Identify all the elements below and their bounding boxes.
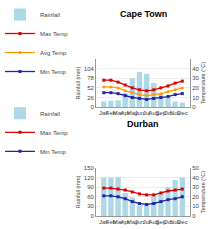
svg-text:Rainfall (mm): Rainfall (mm) xyxy=(75,175,81,208)
svg-text:Oct: Oct xyxy=(163,110,173,116)
svg-text:Max Temp: Max Temp xyxy=(40,31,68,37)
svg-text:Aug: Aug xyxy=(148,110,159,116)
svg-text:Jul: Jul xyxy=(143,219,151,225)
svg-text:Nov: Nov xyxy=(170,219,181,225)
svg-text:50: 50 xyxy=(192,165,199,171)
svg-text:0: 0 xyxy=(91,104,95,110)
svg-text:104: 104 xyxy=(84,66,95,72)
svg-text:Max Temp: Max Temp xyxy=(40,130,68,136)
svg-text:120: 120 xyxy=(84,175,95,181)
svg-text:Sep: Sep xyxy=(156,110,167,116)
svg-text:90: 90 xyxy=(87,184,94,190)
svg-text:Mar: Mar xyxy=(113,219,123,225)
svg-text:20: 20 xyxy=(192,194,199,200)
svg-text:Sep: Sep xyxy=(156,219,167,225)
svg-text:0: 0 xyxy=(192,213,196,219)
svg-text:40: 40 xyxy=(192,175,199,181)
svg-text:30: 30 xyxy=(192,75,199,81)
svg-text:40: 40 xyxy=(192,66,199,72)
svg-text:150: 150 xyxy=(84,165,95,171)
svg-text:Jun: Jun xyxy=(135,219,145,225)
svg-text:Nov: Nov xyxy=(170,110,181,116)
svg-text:Min Temp: Min Temp xyxy=(40,149,67,155)
svg-text:Rainfall: Rainfall xyxy=(40,12,60,18)
svg-text:Jun: Jun xyxy=(135,110,145,116)
svg-text:Oct: Oct xyxy=(163,219,173,225)
svg-text:Jan: Jan xyxy=(99,110,109,116)
svg-text:Temperature (°C): Temperature (°C) xyxy=(200,171,206,213)
svg-text:Dec: Dec xyxy=(177,110,188,116)
svg-text:Aug: Aug xyxy=(148,219,159,225)
svg-text:Jan: Jan xyxy=(99,219,109,225)
svg-text:Min Temp: Min Temp xyxy=(40,69,67,75)
svg-text:Rainfall (mm): Rainfall (mm) xyxy=(75,67,81,100)
svg-text:Mar: Mar xyxy=(113,110,123,116)
svg-text:Apr: Apr xyxy=(121,219,130,225)
svg-text:Rainfall: Rainfall xyxy=(40,111,60,117)
svg-text:Jul: Jul xyxy=(143,110,151,116)
svg-text:Feb: Feb xyxy=(106,219,117,225)
svg-text:20: 20 xyxy=(192,85,199,91)
svg-text:30: 30 xyxy=(192,184,199,190)
svg-text:Temperature (°C): Temperature (°C) xyxy=(200,62,206,104)
svg-text:52: 52 xyxy=(87,85,94,91)
svg-text:Durban: Durban xyxy=(127,119,159,129)
svg-text:26: 26 xyxy=(87,95,94,101)
svg-text:10: 10 xyxy=(192,95,199,101)
svg-text:60: 60 xyxy=(87,194,94,200)
svg-text:0: 0 xyxy=(192,104,196,110)
svg-text:May: May xyxy=(127,110,138,116)
svg-text:Cape Town: Cape Town xyxy=(120,9,167,19)
svg-text:Feb: Feb xyxy=(106,110,117,116)
svg-text:78: 78 xyxy=(87,75,94,81)
svg-text:Avg Temp: Avg Temp xyxy=(40,50,67,56)
svg-text:May: May xyxy=(127,219,138,225)
svg-text:30: 30 xyxy=(87,203,94,209)
svg-text:0: 0 xyxy=(91,213,95,219)
svg-text:Dec: Dec xyxy=(177,219,188,225)
svg-text:10: 10 xyxy=(192,203,199,209)
svg-text:Apr: Apr xyxy=(121,110,130,116)
